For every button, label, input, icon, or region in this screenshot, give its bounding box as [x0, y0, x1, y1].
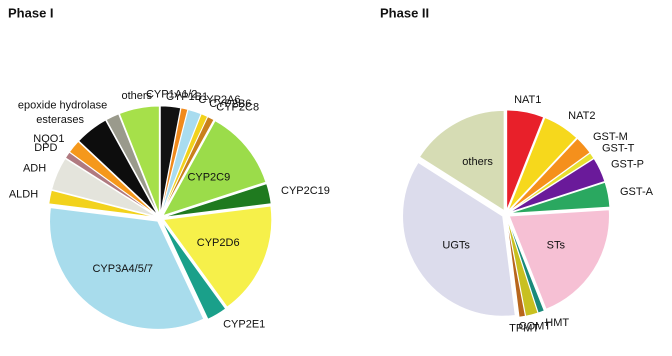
pie-slice: [51, 157, 157, 217]
slice-label: NAT1: [514, 94, 541, 106]
slice-label: ADH: [23, 163, 46, 175]
pie-slice: [118, 105, 160, 215]
pie-slice: [162, 205, 273, 308]
pie-slice: [48, 189, 157, 218]
slice-label: esterases: [36, 114, 84, 126]
slice-label: NAT2: [568, 110, 595, 122]
pie-slice: [49, 207, 205, 330]
slice-label: CYP2A6: [198, 94, 240, 106]
slice-label: TPMT: [509, 322, 539, 334]
slice-label: CYP3A4/5/7: [92, 263, 153, 275]
pie-slice: [159, 105, 182, 215]
pie-slice: [509, 181, 611, 214]
slice-label: others: [462, 156, 493, 168]
pie-slice: [162, 120, 267, 217]
pie-slice: [507, 117, 578, 211]
slice-label: UGTs: [442, 240, 470, 252]
slice-label: GST-M: [593, 131, 628, 143]
slice-label: NQO1: [33, 133, 64, 145]
pie-slice: [68, 140, 158, 216]
slice-label: CYP2C9: [187, 171, 230, 183]
slice-label: CYP2C8: [216, 101, 259, 113]
slice-label: others: [121, 90, 152, 102]
chart-title: Phase I: [8, 5, 54, 20]
pie-slice: [419, 110, 505, 212]
slice-label: CYP2C19: [281, 185, 330, 197]
slice-label: CYP1A1/2: [146, 88, 197, 100]
slice-label: CYP1B1: [166, 91, 208, 103]
pie-slice: [402, 162, 516, 317]
pie-slice: [506, 109, 545, 211]
pie-slice: [508, 209, 610, 310]
slice-label: HMT: [545, 317, 569, 329]
pie-slice: [163, 183, 272, 218]
pie-slice: [78, 119, 158, 216]
pie-slice: [509, 158, 606, 213]
slice-label: CYP2B6: [209, 98, 251, 110]
pie-slice: [161, 221, 227, 320]
slice-label: epoxide hydrolase: [18, 100, 107, 112]
chart-title: Phase II: [380, 5, 429, 20]
slice-label: ALDH: [9, 189, 38, 201]
slice-label: COMT: [519, 320, 552, 332]
pie-slice: [508, 137, 591, 212]
slice-label: GST-A: [620, 186, 654, 198]
pie-slice: [506, 217, 526, 318]
pie-slice: [105, 113, 159, 215]
slice-label: GST-P: [611, 159, 644, 171]
slice-label: CYP2E1: [223, 319, 265, 331]
slice-label: STs: [547, 240, 566, 252]
slice-label: GST-T: [602, 143, 635, 155]
slice-label: CYP2D6: [197, 237, 240, 249]
pie-slice: [509, 152, 595, 213]
slice-label: DPD: [34, 142, 57, 154]
pie-slice: [161, 116, 215, 215]
